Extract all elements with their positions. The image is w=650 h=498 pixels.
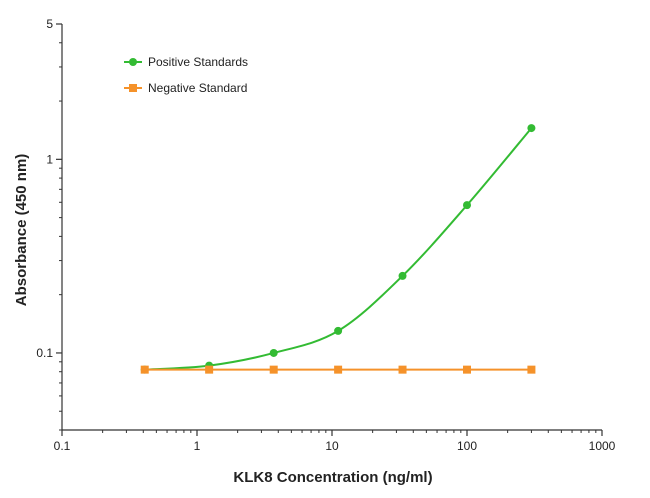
series-negative-standard	[140, 365, 536, 374]
data-point	[527, 124, 536, 133]
data-point	[334, 365, 343, 374]
legend-marker	[129, 58, 137, 66]
x-tick-label: 10	[325, 439, 339, 453]
y-tick-label: 5	[46, 17, 53, 31]
data-point	[334, 326, 343, 335]
data-point	[140, 365, 149, 374]
x-tick-label: 1	[194, 439, 201, 453]
legend: Positive Standards Negative Standard	[124, 55, 248, 95]
data-point	[269, 365, 278, 374]
data-point	[527, 365, 536, 374]
x-tick-label: 1000	[589, 439, 616, 453]
y-axis-title: Absorbance (450 nm)	[13, 154, 30, 307]
legend-item: Positive Standards	[124, 55, 248, 69]
legend-item: Negative Standard	[124, 81, 247, 95]
data-point	[463, 365, 471, 374]
data-point	[205, 365, 214, 374]
data-point	[398, 365, 407, 374]
series-layer	[140, 124, 536, 374]
series-positive-standards	[140, 124, 536, 374]
data-point	[463, 201, 471, 210]
x-tick-label: 100	[457, 439, 477, 453]
x-axis-title: KLK8 Concentration (ng/ml)	[233, 469, 432, 486]
x-tick-label: 0.1	[54, 439, 71, 453]
legend-label: Negative Standard	[148, 81, 247, 95]
y-tick-label: 0.1	[36, 346, 53, 360]
y-tick-label: 1	[46, 152, 53, 166]
data-point	[269, 348, 278, 357]
ticks: 0.1 1 10 100 1000 0.1 1 5	[36, 17, 615, 453]
legend-marker	[129, 84, 137, 92]
data-point	[398, 271, 407, 280]
legend-label: Positive Standards	[148, 55, 248, 69]
